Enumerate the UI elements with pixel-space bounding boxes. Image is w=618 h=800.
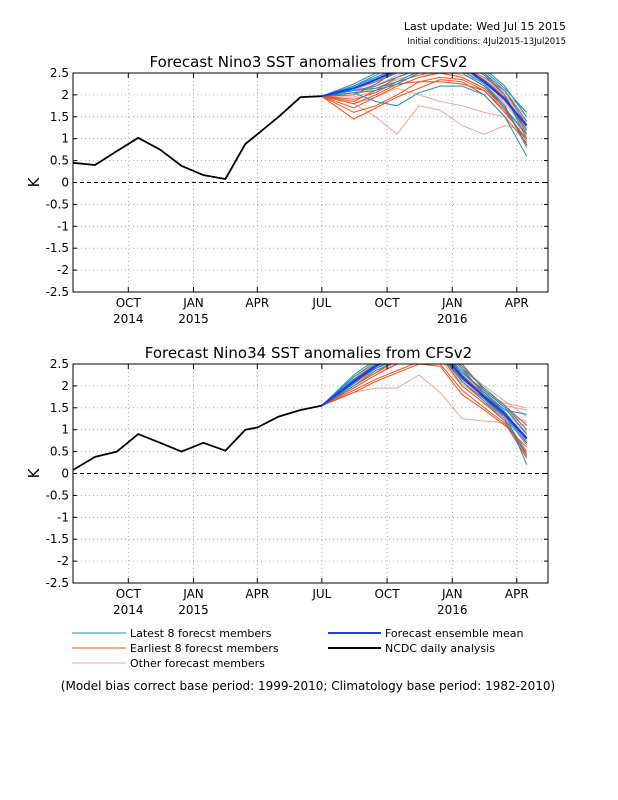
y-tick-label: 2.5 xyxy=(50,357,69,371)
x-tick-label: JAN xyxy=(182,587,204,601)
earliest-member-line xyxy=(321,364,528,448)
earliest-member-line xyxy=(321,364,528,452)
y-tick-label: -1.5 xyxy=(46,532,69,546)
latest-member-line xyxy=(321,364,528,435)
legend-obs-label: NCDC daily analysis xyxy=(385,642,495,655)
x-year-label: 2016 xyxy=(437,312,468,326)
legend-earliest-label: Earliest 8 forecst members xyxy=(130,642,279,655)
earliest-member-line xyxy=(321,364,528,459)
y-tick-label: 1 xyxy=(61,132,69,146)
other-member-line xyxy=(321,73,528,118)
earliest-member-line xyxy=(321,364,528,441)
y-tick-label: -1.5 xyxy=(46,241,69,255)
y-tick-label: 2 xyxy=(61,88,69,102)
x-year-label: 2016 xyxy=(437,603,468,617)
latest-member-line xyxy=(321,73,528,118)
footnote-text: (Model bias correct base period: 1999-20… xyxy=(61,679,555,693)
x-tick-label: APR xyxy=(505,296,529,310)
x-tick-label: APR xyxy=(245,587,269,601)
earliest-member-line xyxy=(321,73,528,126)
nino34-y-axis-label: K xyxy=(25,467,43,478)
earliest-member-line xyxy=(321,364,528,444)
y-tick-label: 0 xyxy=(61,176,69,190)
y-tick-label: 1 xyxy=(61,423,69,437)
observed-line xyxy=(73,95,322,180)
y-tick-label: 1.5 xyxy=(50,110,69,124)
nino34-series xyxy=(73,364,528,471)
nino3-y-axis-label: K xyxy=(25,176,43,187)
latest-member-line xyxy=(321,73,528,113)
earliest-member-line xyxy=(321,73,528,146)
other-member-line xyxy=(321,95,527,136)
y-tick-label: -2 xyxy=(57,263,69,277)
earliest-member-line xyxy=(321,76,528,142)
nino34-grid xyxy=(73,364,548,583)
x-tick-label: APR xyxy=(505,587,529,601)
x-tick-label: OCT xyxy=(116,587,142,601)
x-tick-label: OCT xyxy=(116,296,142,310)
y-tick-label: 0.5 xyxy=(50,154,69,168)
y-tick-label: 0 xyxy=(61,467,69,481)
nino3-series xyxy=(73,73,528,180)
y-tick-label: -1 xyxy=(57,219,69,233)
x-tick-label: APR xyxy=(245,296,269,310)
ensemble-mean-line xyxy=(321,364,528,440)
x-tick-label: JAN xyxy=(441,296,463,310)
latest-member-line xyxy=(321,85,528,157)
chart-legend: Latest 8 forecst members Earliest 8 fore… xyxy=(72,627,524,670)
other-member-line xyxy=(321,87,527,122)
earliest-member-line xyxy=(321,364,528,457)
x-year-label: 2014 xyxy=(113,312,144,326)
y-tick-label: 1.5 xyxy=(50,401,69,415)
nino3-chart: Forecast Nino3 SST anomalies from CFSv2 2… xyxy=(25,53,549,326)
y-tick-label: -2.5 xyxy=(46,576,69,590)
observed-line xyxy=(73,404,322,471)
latest-member-line xyxy=(321,364,528,431)
y-tick-label: -1 xyxy=(57,510,69,524)
latest-member-line xyxy=(321,73,528,146)
earliest-member-line xyxy=(321,81,528,140)
y-tick-label: 0.5 xyxy=(50,445,69,459)
y-tick-label: -0.5 xyxy=(46,488,69,502)
nino34-chart: Forecast Nino34 SST anomalies from CFSv2… xyxy=(25,344,549,617)
last-update-text: Last update: Wed Jul 15 2015 xyxy=(403,20,566,33)
ensemble-mean-line xyxy=(321,73,528,127)
x-tick-label: OCT xyxy=(374,587,400,601)
x-year-label: 2015 xyxy=(178,603,209,617)
y-tick-label: -2.5 xyxy=(46,285,69,299)
x-tick-label: JAN xyxy=(182,296,204,310)
latest-member-line xyxy=(321,73,528,122)
other-member-line xyxy=(321,374,527,426)
other-member-line xyxy=(321,364,527,418)
x-tick-label: JAN xyxy=(441,587,463,601)
x-tick-label: OCT xyxy=(374,296,400,310)
other-member-line xyxy=(321,364,528,437)
nino3-chart-title: Forecast Nino3 SST anomalies from CFSv2 xyxy=(150,53,468,71)
legend-other-label: Other forecast members xyxy=(130,657,265,670)
y-tick-label: -2 xyxy=(57,554,69,568)
x-year-label: 2014 xyxy=(113,603,144,617)
legend-latest-label: Latest 8 forecst members xyxy=(130,627,272,640)
y-tick-label: 2.5 xyxy=(50,66,69,80)
latest-member-line xyxy=(321,364,528,455)
legend-mean-label: Forecast ensemble mean xyxy=(385,627,524,640)
latest-member-line xyxy=(321,73,528,135)
y-tick-label: -0.5 xyxy=(46,197,69,211)
x-tick-label: JUL xyxy=(311,296,331,310)
x-tick-label: JUL xyxy=(311,587,331,601)
x-year-label: 2015 xyxy=(178,312,209,326)
initial-conditions-text: Initial conditions: 4Jul2015-13Jul2015 xyxy=(407,37,566,47)
nino34-chart-title: Forecast Nino34 SST anomalies from CFSv2 xyxy=(145,344,472,362)
y-tick-label: 2 xyxy=(61,379,69,393)
